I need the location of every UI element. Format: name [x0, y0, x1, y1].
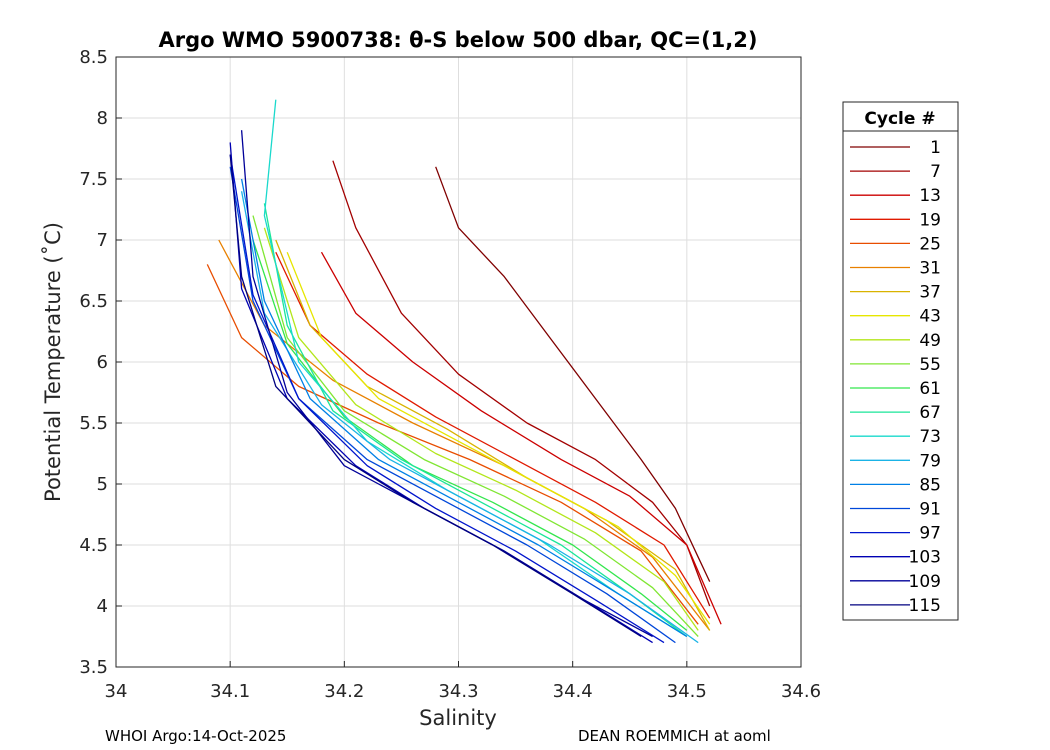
y-axis-label: Potential Temperature (˚C) — [41, 222, 65, 502]
y-tick-label: 6.5 — [79, 291, 108, 312]
series-line-cycle-109 — [240, 130, 653, 638]
x-tick-label: 34.1 — [210, 681, 250, 702]
y-tick-label: 4.5 — [79, 535, 108, 556]
series-line-cycle-49 — [263, 227, 699, 631]
legend-label: 73 — [919, 427, 941, 447]
series-layer — [206, 99, 722, 644]
chart-title: Argo WMO 5900738: θ-S below 500 dbar, QC… — [159, 28, 758, 52]
series-line-cycle-25 — [206, 264, 699, 625]
series-line-cycle-55 — [252, 215, 699, 637]
series-line-cycle-37 — [275, 239, 711, 631]
y-tick-label: 8 — [97, 108, 108, 129]
legend-box — [842, 101, 959, 621]
legend-label: 67 — [919, 403, 941, 423]
legend-label: 79 — [919, 451, 941, 471]
series-line-cycle-79 — [240, 191, 699, 644]
legend-label: 97 — [919, 524, 941, 544]
legend-title: Cycle # — [864, 109, 935, 129]
legend-label: 103 — [909, 548, 941, 568]
legend-label: 1 — [930, 138, 941, 158]
legend-label: 25 — [919, 234, 941, 254]
series-line-cycle-43 — [286, 251, 711, 625]
series-line-cycle-73 — [263, 99, 688, 638]
series-line-cycle-31 — [218, 239, 711, 631]
y-tick-label: 5.5 — [79, 413, 108, 434]
legend-label: 55 — [919, 355, 941, 375]
y-tick-label: 5 — [97, 474, 108, 495]
legend-label: 37 — [919, 283, 941, 303]
legend-label: 49 — [919, 331, 941, 351]
series-line-cycle-115 — [229, 154, 642, 638]
x-tick-label: 34.5 — [667, 681, 707, 702]
y-tick-label: 7 — [97, 230, 108, 251]
legend-label: 43 — [919, 307, 941, 327]
footer-left: WHOI Argo:14-Oct-2025 — [105, 727, 286, 745]
legend-label: 85 — [919, 475, 941, 495]
legend-label: 91 — [919, 500, 941, 520]
y-tick-label: 4 — [97, 596, 108, 617]
x-axis-ticks: 34 34.1 34.2 34.3 34.4 34.5 34.6 — [105, 661, 821, 702]
series-line-cycle-91 — [229, 166, 676, 644]
legend: Cycle # 1 7 13 19 25 31 37 43 49 55 61 67 73 79 85 91 97… — [842, 101, 959, 621]
x-tick-label: 34.3 — [438, 681, 478, 702]
x-tick-label: 34.4 — [553, 681, 593, 702]
series-line-cycle-7 — [332, 160, 711, 607]
legend-label: 13 — [919, 186, 941, 206]
legend-items: 1 7 13 19 25 31 37 43 49 55 61 67 73 79 85 91 97 103 109 11… — [850, 138, 941, 616]
y-tick-label: 6 — [97, 352, 108, 373]
legend-label: 31 — [919, 259, 941, 279]
series-line-cycle-97 — [229, 154, 665, 644]
legend-label: 109 — [909, 572, 941, 592]
y-axis-ticks: 3.5 4 4.5 5 5.5 6 6.5 7 7.5 8 8.5 — [79, 47, 122, 678]
legend-label: 115 — [909, 596, 941, 616]
x-tick-label: 34 — [105, 681, 128, 702]
y-tick-label: 8.5 — [79, 47, 108, 68]
series-line-cycle-13 — [320, 251, 722, 625]
series-line-cycle-85 — [240, 178, 688, 638]
legend-label: 19 — [919, 210, 941, 230]
series-line-cycle-67 — [263, 203, 688, 638]
footer-right: DEAN ROEMMICH at aoml — [578, 727, 771, 745]
legend-label: 61 — [919, 379, 941, 399]
y-tick-label: 7.5 — [79, 169, 108, 190]
y-tick-label: 3.5 — [79, 657, 108, 678]
series-line-cycle-1 — [435, 166, 711, 582]
x-axis-label: Salinity — [419, 706, 497, 730]
legend-label: 7 — [930, 162, 941, 182]
x-tick-label: 34.2 — [324, 681, 364, 702]
x-tick-label: 34.6 — [781, 681, 821, 702]
